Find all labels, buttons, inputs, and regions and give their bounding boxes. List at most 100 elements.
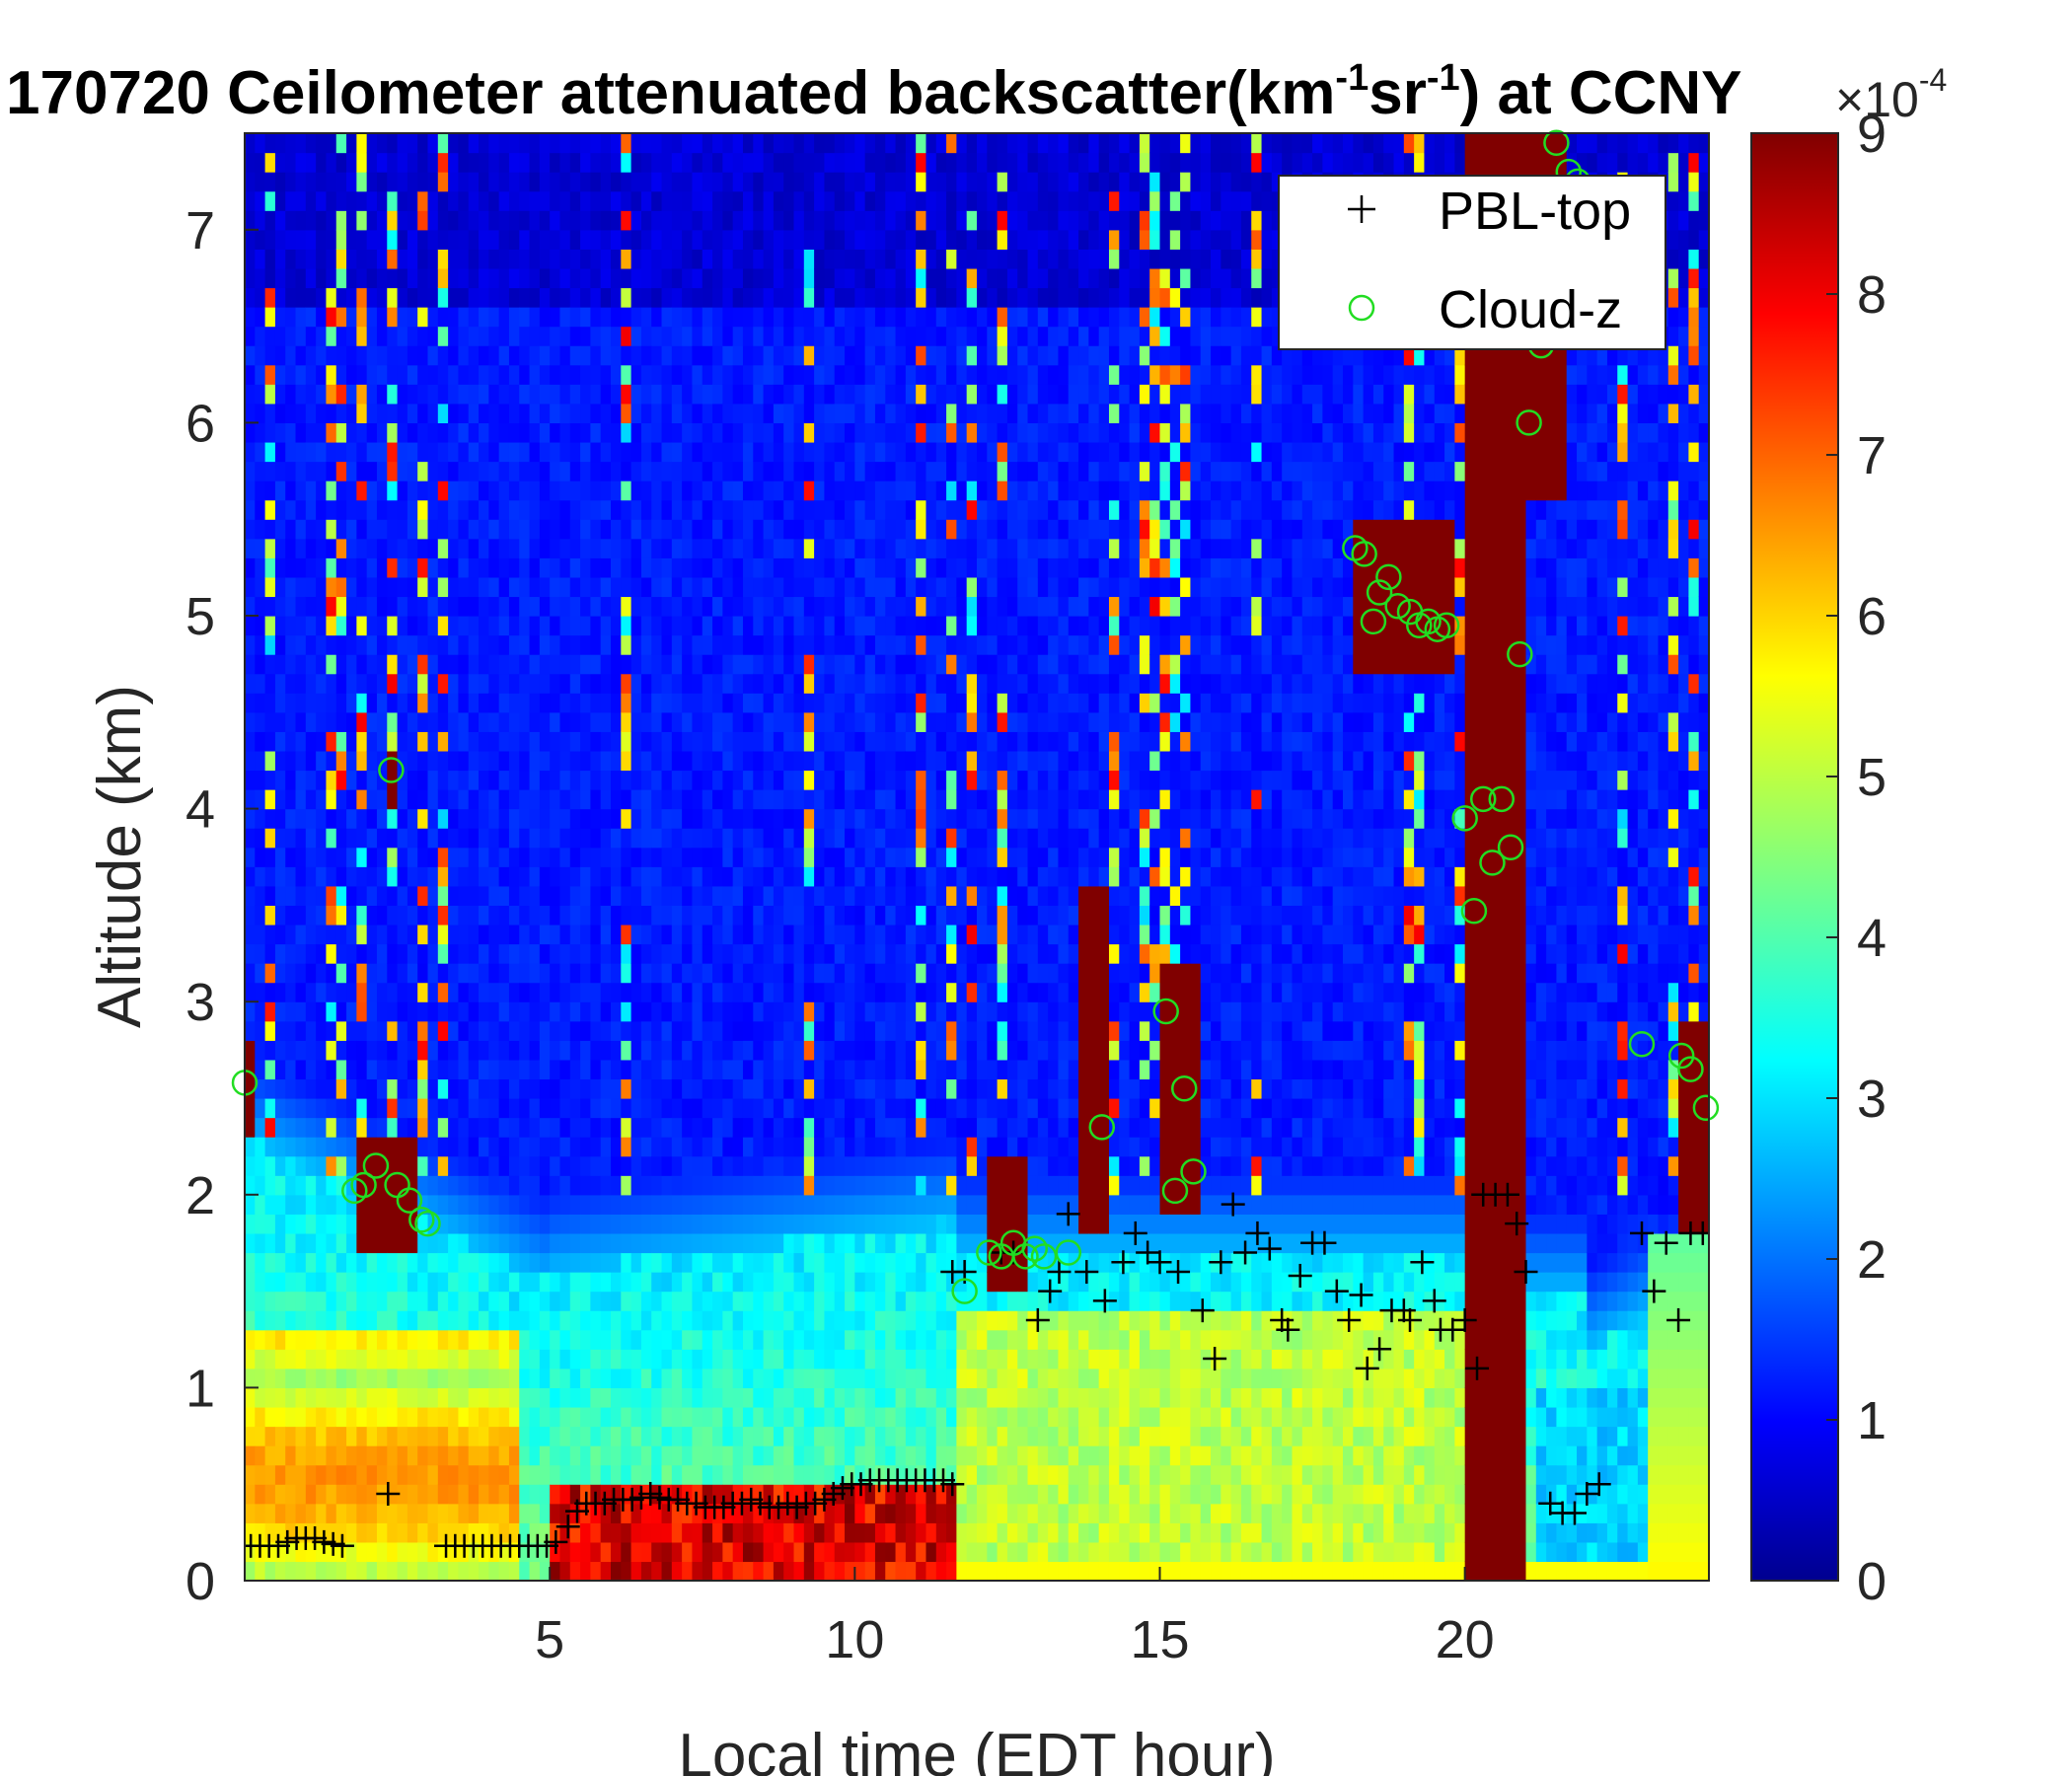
heatmap-cell <box>285 326 297 346</box>
heatmap-cell <box>387 885 399 906</box>
heatmap-cell <box>814 1310 826 1331</box>
heatmap-cell <box>580 1349 591 1369</box>
heatmap-cell <box>885 461 897 481</box>
heatmap-cell <box>305 1349 317 1369</box>
heatmap-cell <box>661 1291 673 1311</box>
heatmap-cell <box>498 326 510 346</box>
heatmap-cell <box>508 596 520 617</box>
heatmap-cell <box>274 422 286 443</box>
heatmap-cell <box>346 1522 357 1543</box>
heatmap-cell <box>722 750 734 772</box>
heatmap-cell <box>621 963 632 984</box>
heatmap-cell <box>346 885 357 906</box>
heatmap-cell <box>753 1368 765 1388</box>
heatmap-cell <box>529 1445 541 1466</box>
heatmap-cell <box>783 1503 795 1523</box>
heatmap-cell <box>305 924 317 945</box>
heatmap-cell <box>692 249 703 269</box>
heatmap-cell <box>753 1137 765 1157</box>
heatmap-cell <box>702 1214 713 1234</box>
heatmap-cell <box>854 287 866 308</box>
heatmap-cell <box>824 808 836 829</box>
heatmap-cell <box>468 1272 480 1293</box>
heatmap-cell <box>264 1464 276 1485</box>
heatmap-cell <box>508 422 520 443</box>
heatmap-cell <box>255 1001 266 1022</box>
heatmap-cell <box>580 1059 591 1080</box>
heatmap-cell <box>417 1445 429 1466</box>
heatmap-cell <box>763 1214 775 1234</box>
heatmap-cell <box>773 1445 784 1466</box>
heatmap-cell <box>803 1541 815 1563</box>
heatmap-cell <box>742 1445 754 1466</box>
heatmap-cell <box>763 1137 775 1157</box>
heatmap-cell <box>488 866 500 887</box>
heatmap-cell <box>437 885 449 906</box>
heatmap-cell <box>905 654 917 675</box>
heatmap-cell <box>458 1078 470 1099</box>
heatmap-cell <box>427 172 439 192</box>
heatmap-cell <box>458 1310 470 1331</box>
heatmap-cell <box>376 711 388 732</box>
heatmap-cell <box>550 1214 561 1234</box>
heatmap-cell <box>397 1252 408 1273</box>
heatmap-cell <box>356 1406 368 1428</box>
heatmap-cell <box>885 152 897 173</box>
heatmap-cell <box>661 750 673 772</box>
heatmap-cell <box>356 1387 368 1408</box>
heatmap-cell <box>885 731 897 752</box>
heatmap-cell <box>479 1541 489 1563</box>
heatmap-cell <box>356 133 368 154</box>
heatmap-cell <box>763 229 775 250</box>
heatmap-cell <box>498 557 510 578</box>
heatmap-cell <box>732 943 744 964</box>
heatmap-cell <box>742 576 754 598</box>
heatmap-cell <box>376 499 388 520</box>
heatmap-cell <box>397 885 408 906</box>
heatmap-cell <box>763 789 775 810</box>
heatmap-cell <box>479 384 489 405</box>
heatmap-cell <box>550 885 561 906</box>
heatmap-cell <box>295 1291 307 1311</box>
heatmap-cell <box>600 1503 612 1523</box>
heatmap-cell <box>905 287 917 308</box>
heatmap-cell <box>356 1001 368 1022</box>
heatmap-cell <box>326 1561 337 1581</box>
heatmap-cell <box>874 673 886 694</box>
heatmap-cell <box>529 1406 541 1428</box>
heatmap-cell <box>611 1503 622 1523</box>
heatmap-cell <box>845 963 855 984</box>
heatmap-cell <box>854 1368 866 1388</box>
heatmap-cell <box>692 1175 703 1196</box>
heatmap-cell <box>376 249 388 269</box>
heatmap-cell <box>803 133 815 154</box>
heatmap-cell <box>335 943 347 964</box>
heatmap-cell <box>539 345 551 366</box>
heatmap-cell <box>479 634 489 655</box>
heatmap-cell <box>834 1137 846 1157</box>
heatmap-cell <box>539 326 551 346</box>
heatmap-cell <box>437 384 449 405</box>
heatmap-cell <box>245 538 256 558</box>
heatmap-cell <box>356 1329 368 1350</box>
heatmap-cell <box>611 307 622 328</box>
heatmap-cell <box>824 634 836 655</box>
heatmap-cell <box>356 1503 368 1523</box>
heatmap-cell <box>621 1175 632 1196</box>
heatmap-cell <box>458 1214 470 1234</box>
heatmap-cell <box>692 673 703 694</box>
heatmap-cell <box>316 1175 328 1196</box>
heatmap-cell <box>468 1098 480 1119</box>
heatmap-cell <box>245 461 256 481</box>
heatmap-cell <box>479 1561 489 1581</box>
heatmap-cell <box>488 576 500 598</box>
heatmap-cell <box>264 866 276 887</box>
heatmap-cell <box>335 499 347 520</box>
heatmap-cell <box>427 885 439 906</box>
heatmap-cell <box>763 1406 775 1428</box>
heatmap-cell <box>845 1368 855 1388</box>
heatmap-cell <box>417 982 429 1002</box>
heatmap-cell <box>397 403 408 423</box>
heatmap-cell <box>508 634 520 655</box>
heatmap-cell <box>498 172 510 192</box>
